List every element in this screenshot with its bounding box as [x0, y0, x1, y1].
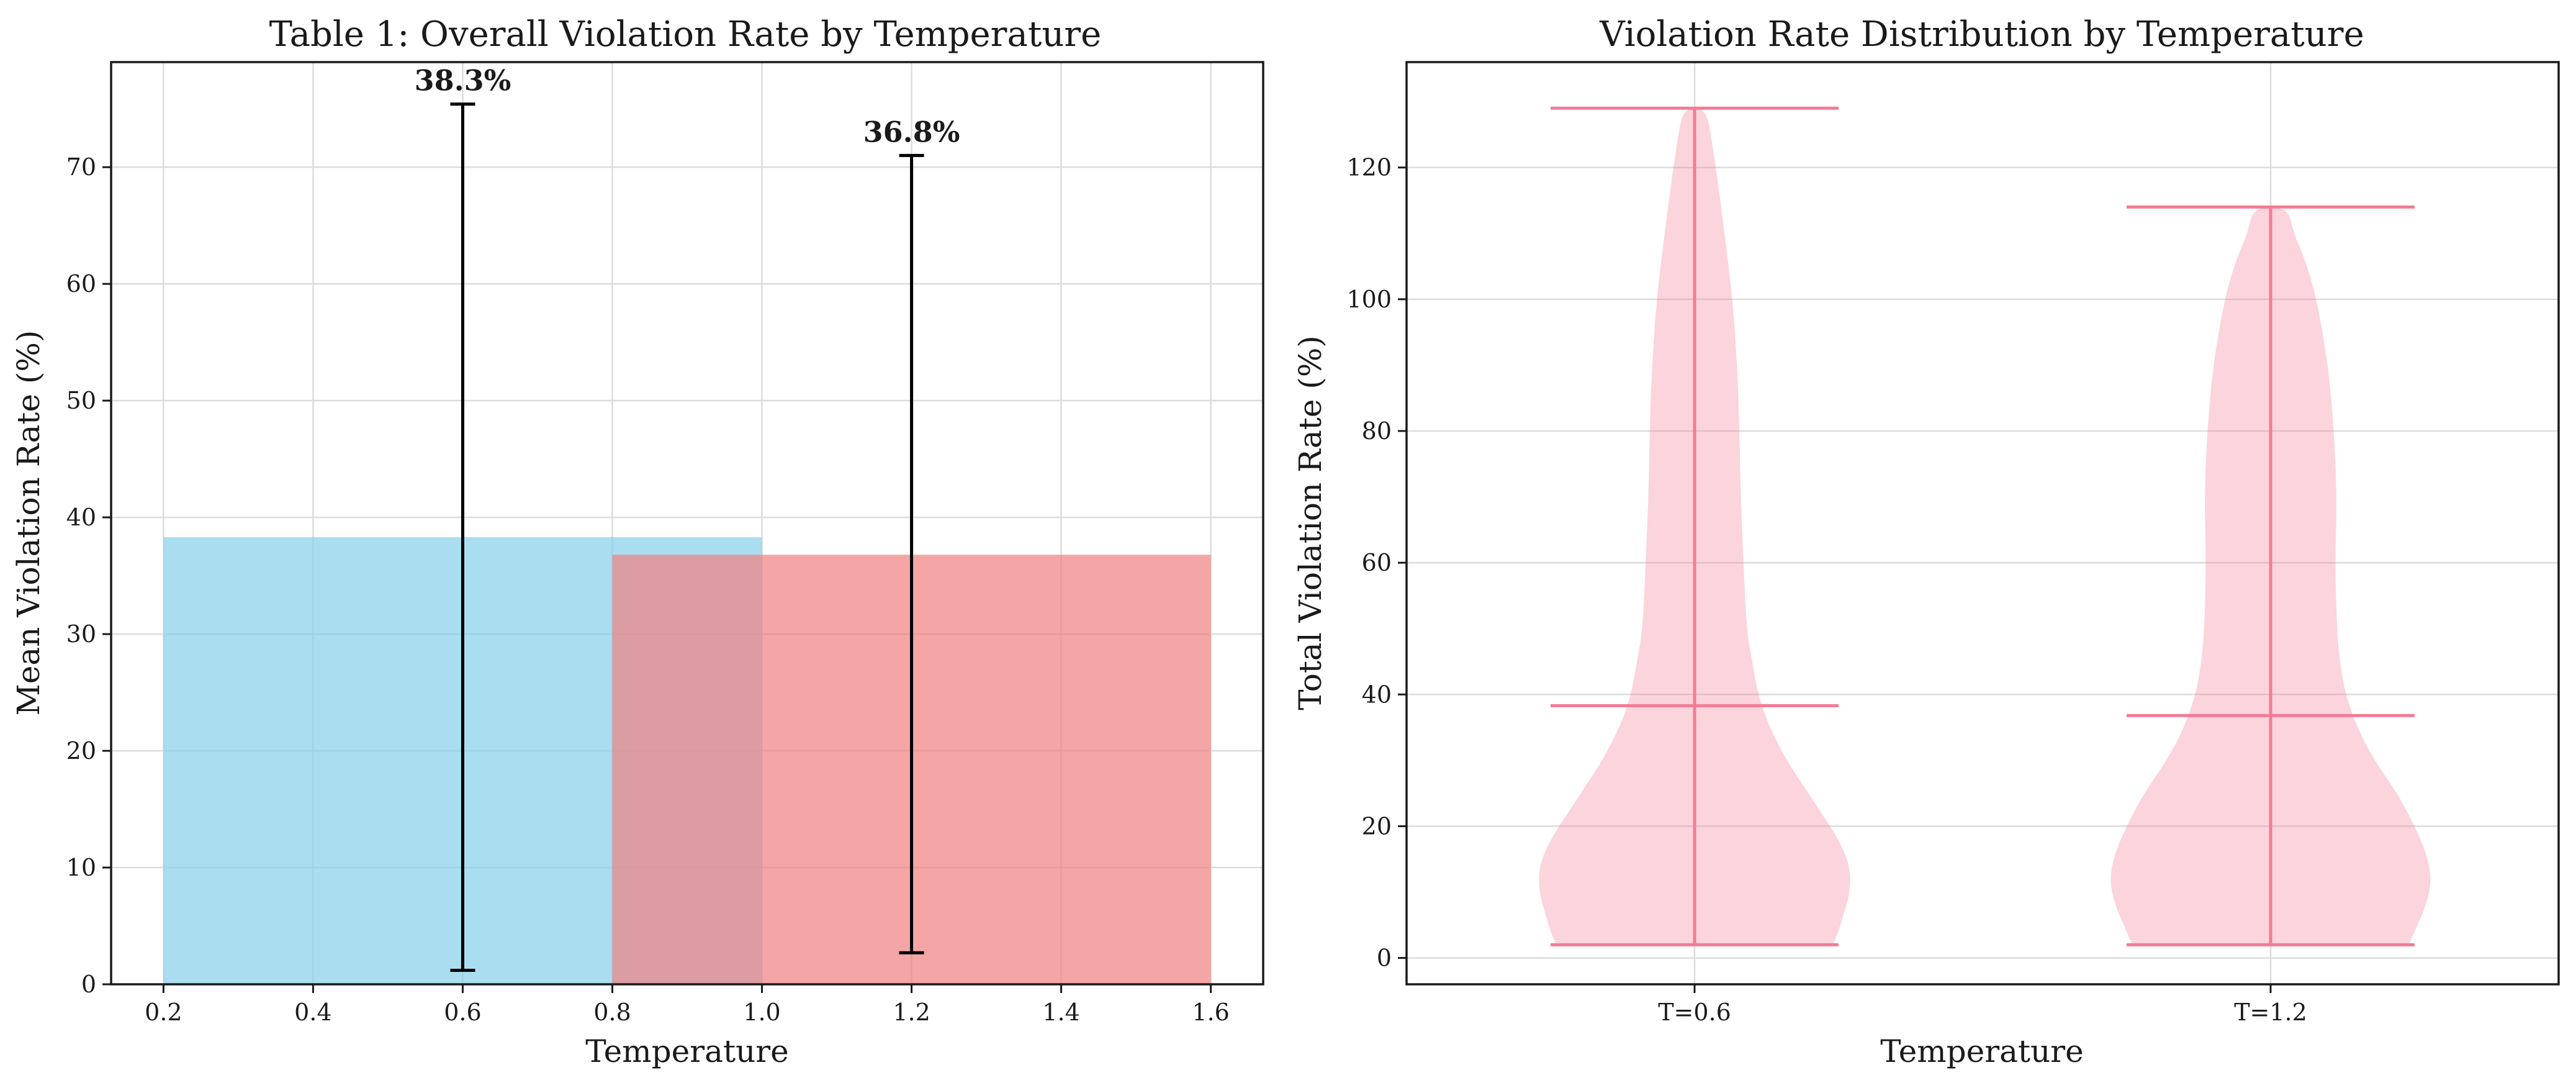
- left-y-tick-label: 0: [81, 971, 96, 998]
- right-x-tick-label: T=0.6: [1658, 999, 1731, 1026]
- left-bars: [163, 537, 1211, 984]
- left-y-tick-label: 60: [66, 270, 96, 297]
- left-x-tick-label: 1.0: [743, 999, 780, 1026]
- left-y-tick-label: 70: [66, 153, 96, 181]
- left-y-tick-label: 40: [66, 504, 96, 531]
- right-y-tick-label: 20: [1362, 812, 1392, 840]
- left-x-tick-label: 0.8: [593, 999, 631, 1026]
- right-y-tick-label: 120: [1346, 154, 1392, 181]
- right-y-tick-label: 0: [1377, 945, 1392, 972]
- right-y-ticks: 0 20 40 60 80 100 120: [1346, 154, 1407, 972]
- left-chart-title: Table 1: Overall Violation Rate by Tempe…: [269, 14, 1102, 55]
- bar-value-label-1: 36.8%: [863, 115, 960, 148]
- left-y-ticks: 0 10 20 30 40 50 60 70: [66, 153, 111, 998]
- left-y-axis-label: Mean Violation Rate (%): [11, 330, 47, 716]
- right-chart: Violation Rate Distribution by Temperatu…: [1292, 14, 2560, 1069]
- left-x-tick-label: 1.2: [893, 999, 930, 1026]
- left-data-labels: 38.3% 36.8%: [415, 64, 960, 149]
- right-x-axis-label: Temperature: [1880, 1033, 2084, 1069]
- left-x-tick-label: 1.6: [1192, 999, 1229, 1026]
- left-plot-frame: [110, 61, 1264, 986]
- left-x-tick-label: 0.4: [294, 999, 331, 1026]
- left-y-tick-label: 10: [66, 854, 96, 881]
- left-x-tick-label: 0.2: [145, 999, 182, 1026]
- right-x-tick-label: T=1.2: [2234, 999, 2307, 1026]
- right-y-tick-label: 80: [1362, 417, 1392, 445]
- right-violins: [1539, 106, 2431, 946]
- left-errorbars: [450, 102, 924, 972]
- left-x-tick-label: 1.4: [1042, 999, 1079, 1026]
- left-y-tick-label: 30: [66, 620, 96, 648]
- bar-value-label-0: 38.3%: [415, 64, 511, 97]
- right-y-tick-label: 40: [1362, 681, 1392, 708]
- left-y-tick-label: 20: [66, 737, 96, 764]
- right-y-tick-label: 100: [1346, 286, 1392, 313]
- left-x-ticks: 0.2 0.4 0.6 0.8 1.0 1.2 1.4 1.6: [145, 984, 1230, 1026]
- right-y-tick-label: 60: [1362, 549, 1392, 576]
- right-y-axis-label: Total Violation Rate (%): [1292, 335, 1328, 710]
- right-plot-frame: [1405, 61, 2560, 986]
- left-y-tick-label: 50: [66, 387, 96, 414]
- right-x-ticks: T=0.6 T=1.2: [1658, 984, 2307, 1026]
- right-chart-title: Violation Rate Distribution by Temperatu…: [1599, 14, 2364, 55]
- left-x-axis-label: Temperature: [585, 1033, 789, 1069]
- left-chart: Table 1: Overall Violation Rate by Tempe…: [11, 14, 1264, 1069]
- left-x-tick-label: 0.6: [444, 999, 481, 1026]
